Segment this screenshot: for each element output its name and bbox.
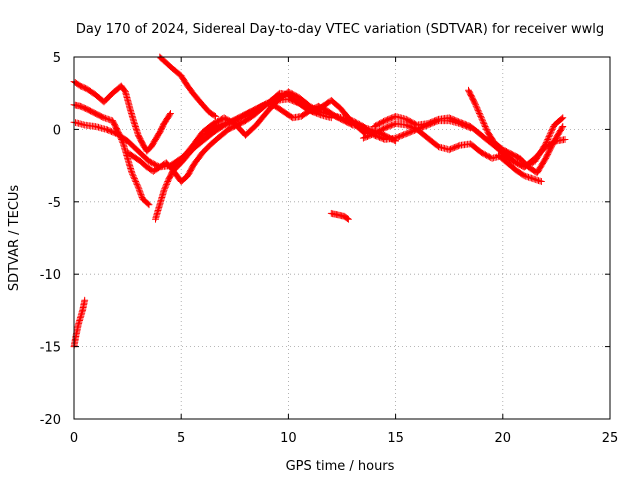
series-track-d: [156, 53, 219, 120]
series-track-i: [370, 112, 567, 171]
y-tick-label: -15: [40, 341, 61, 356]
x-tick-label: 20: [495, 431, 512, 446]
data-series: [70, 53, 569, 351]
x-tick-label: 25: [602, 431, 619, 446]
series-track-k: [495, 152, 545, 185]
y-tick-label: -10: [40, 268, 61, 283]
x-axis-label: GPS time / hours: [286, 459, 395, 474]
y-tick-label: -5: [48, 196, 61, 211]
ticks: 0 5 10 15 20 25 -20 -15 -10 -5 0 5: [40, 51, 619, 446]
plot-frame: [73, 56, 611, 420]
x-tick-label: 10: [280, 431, 297, 446]
chart-title: Day 170 of 2024, Sidereal Day-to-day VTE…: [76, 22, 604, 37]
y-tick-label: -20: [40, 413, 61, 428]
x-tick-label: 5: [177, 431, 185, 446]
y-tick-label: 5: [53, 51, 61, 66]
series-track-j: [465, 86, 567, 177]
y-tick-label: 0: [53, 123, 61, 138]
series-track-f: [152, 99, 400, 223]
series-track-l: [327, 209, 352, 223]
y-axis-label: SDTVAR / TECUs: [7, 185, 22, 292]
x-tick-label: 0: [70, 431, 78, 446]
x-tick-label: 15: [387, 431, 404, 446]
